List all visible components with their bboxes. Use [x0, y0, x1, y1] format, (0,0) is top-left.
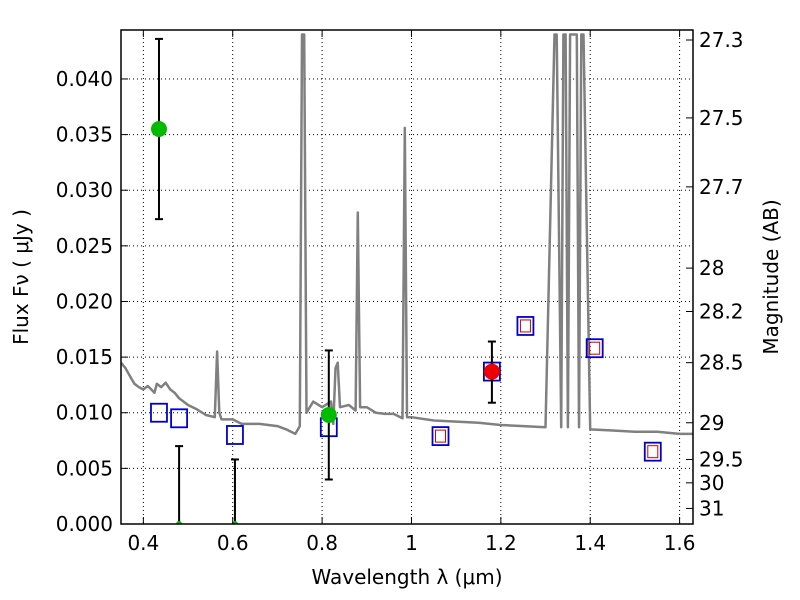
y-tick-label: 0.020	[56, 289, 113, 313]
detection-point	[150, 121, 167, 138]
mag-tick-label: 29.5	[699, 447, 744, 471]
x-axis-label: Wavelength λ (μm)	[311, 565, 502, 589]
observed-photometry-square	[519, 319, 531, 333]
y2-axis-label: Magnitude (AB)	[759, 199, 783, 354]
detection-point	[483, 363, 500, 380]
plot-frame	[120, 29, 694, 525]
model-photometry-square	[150, 402, 168, 423]
x-tick-label: 1.2	[485, 531, 517, 555]
mag-tick-label: 28.2	[699, 299, 744, 323]
mag-tick-label: 30	[699, 471, 724, 495]
detection-point	[320, 406, 337, 423]
mag-tick-label: 27.7	[699, 175, 744, 199]
mag-tick-label: 28	[699, 256, 724, 280]
model-photometry-square	[226, 425, 244, 445]
spectrum-line	[121, 33, 693, 436]
x-tick-label: 0.8	[306, 531, 338, 555]
model-photometry-square	[431, 426, 450, 447]
plot-area	[121, 33, 693, 524]
mag-tick-label: 27.5	[699, 106, 744, 130]
y-tick-label: 0.005	[56, 456, 113, 480]
mag-tick-label: 27.3	[699, 28, 744, 52]
x-tick-label: 1.6	[664, 531, 696, 555]
x-tick-label: 1.4	[574, 531, 606, 555]
observed-photometry-square	[435, 429, 447, 443]
y-tick-label: 0.025	[56, 234, 113, 258]
y-tick-label: 0.010	[56, 401, 113, 425]
observed-photometry-square	[589, 341, 601, 355]
y-axis-label: Flux Fν ( μJy )	[9, 209, 33, 345]
x-tick-label: 1	[405, 531, 418, 555]
x-tick-label: 0.6	[217, 531, 249, 555]
y-tick-label: 0.015	[56, 345, 113, 369]
model-photometry-square	[516, 316, 535, 336]
axes: 0.4 0.6 0.8 1 1.2 1.4 1.6 0.000 0.005 0.010 0.015 0…	[56, 28, 744, 555]
mag-tick-label: 28.5	[699, 351, 744, 375]
model-photometry-square	[643, 441, 662, 462]
y-tick-label: 0.000	[56, 512, 113, 536]
mag-tick-label: 31	[699, 496, 724, 520]
mag-tick-label: 29	[699, 411, 724, 435]
model-photometry-square	[585, 338, 604, 359]
model-photometry-square	[170, 408, 188, 429]
x-tick-label: 0.4	[127, 531, 159, 555]
y-tick-label: 0.040	[56, 67, 113, 91]
observed-photometry-square	[647, 445, 659, 459]
y-tick-label: 0.030	[56, 178, 113, 202]
y-tick-label: 0.035	[56, 123, 113, 147]
